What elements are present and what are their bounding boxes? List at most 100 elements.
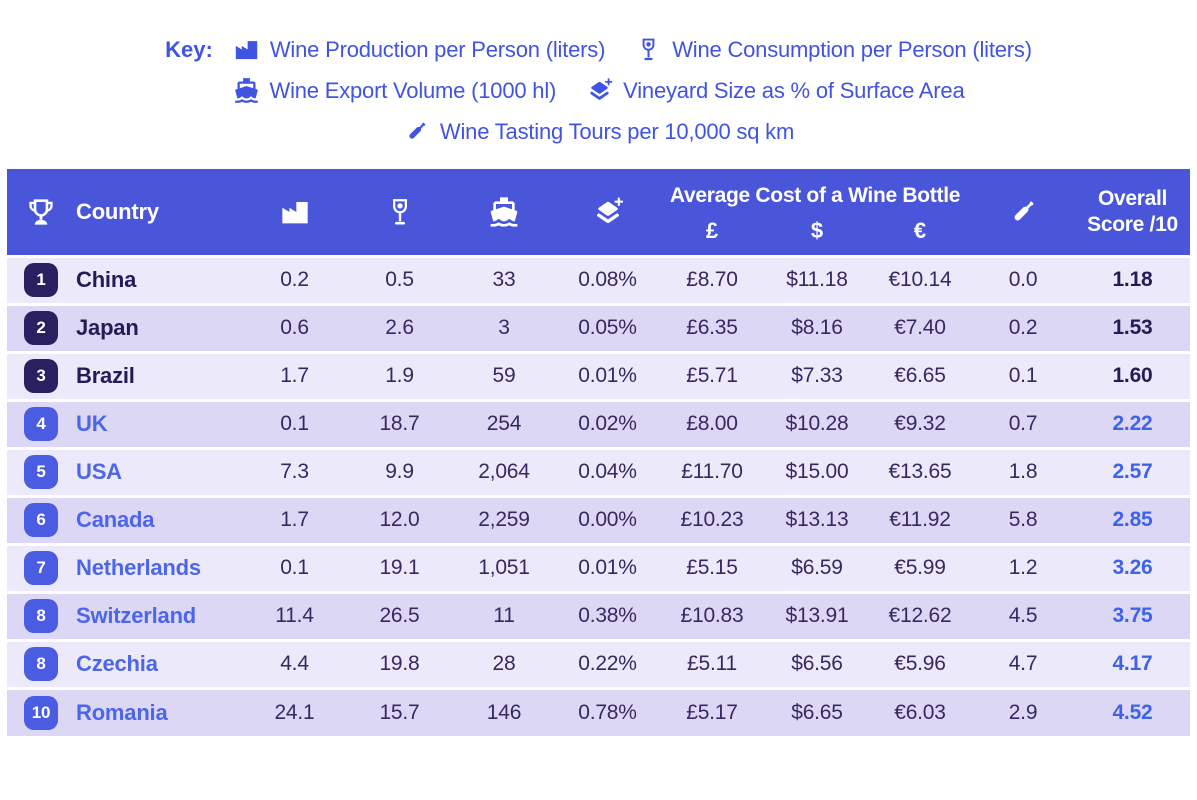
price-gbp: £5.15 [686,556,738,579]
price-usd: $6.59 [791,556,843,579]
price-usd: $11.18 [786,268,848,291]
overall-score: 4.52 [1112,700,1153,724]
rank-badge: 2 [24,311,58,345]
rank-cell: 2 [7,304,75,352]
export-value: 28 [492,652,516,675]
rank-badge: 8 [24,599,58,633]
rank-cell: 6 [7,496,75,544]
wine-glass-icon [635,36,662,63]
tours-column-header [971,169,1075,256]
export-value: 11 [493,604,515,627]
price-eur: €12.62 [888,604,952,627]
key-item-vineyard: Vineyard Size as % of Surface Area [586,77,965,104]
vineyard-value: 0.00% [578,508,637,531]
key-item-text: Wine Consumption per Person (liters) [672,36,1032,62]
country-name: Japan [76,315,139,340]
overall-score: 1.60 [1112,364,1153,387]
tours-value: 1.2 [1008,556,1038,579]
rank-badge: 3 [24,359,58,393]
price-gbp: £10.83 [680,604,744,627]
price-eur: €11.92 [889,508,951,531]
key-label: Key: [165,36,213,62]
production-value: 1.7 [280,508,309,531]
consumption-value: 19.1 [379,556,420,579]
key-item-consumption: Wine Consumption per Person (liters) [635,36,1032,63]
country-name: Switzerland [76,603,197,628]
legend-line-3: Wine Tasting Tours per 10,000 sq km [403,118,794,145]
country-name: China [76,267,137,292]
consumption-value: 1.9 [385,364,414,387]
production-value: 1.7 [280,364,309,387]
production-value: 7.3 [280,460,309,483]
consumption-value: 9.9 [385,460,414,483]
price-eur: €5.99 [894,556,946,579]
price-gbp: £6.35 [686,316,738,339]
consumption-value: 2.6 [385,316,414,339]
tours-value: 0.2 [1008,316,1038,339]
price-gbp: £5.71 [686,364,738,387]
tours-value: 2.9 [1008,700,1038,724]
country-name: Czechia [76,651,158,676]
legend: Key: Wine Production per Person (liters)… [0,0,1197,145]
table-row: 5 USA 7.3 9.9 2,064 0.04% £11.70 $15.00 €13.65 1.… [7,448,1190,496]
price-gbp: £8.00 [686,412,738,435]
rank-badge: 6 [24,503,58,537]
price-usd: $13.91 [785,604,849,627]
tours-value: 1.8 [1008,460,1038,483]
vineyard-value: 0.78% [578,700,637,724]
key-item-export: Wine Export Volume (1000 hl) [233,77,557,104]
rank-badge: 8 [24,647,58,681]
vineyard-value: 0.02% [578,412,637,435]
overall-score: 2.22 [1112,412,1153,435]
key-item-text: Wine Export Volume (1000 hl) [269,77,557,103]
table-row: 1 China 0.2 0.5 33 0.08% £8.70 $11.18 €10.14 0.0 1… [7,256,1190,304]
table-header: Country Average Cost of a Wine Bottle O [7,169,1190,256]
layers-plus-icon [586,77,613,104]
factory-icon [233,36,260,63]
price-gbp: £5.11 [687,652,737,675]
rank-cell: 8 [7,592,75,640]
price-eur: €9.32 [894,412,946,435]
country-name: Brazil [76,363,135,388]
consumption-value: 0.5 [385,268,414,291]
vineyard-value: 0.08% [578,268,637,291]
price-eur: €6.03 [894,700,946,724]
price-eur: €7.40 [894,316,946,339]
rank-cell: 8 [7,640,75,688]
tours-value: 0.0 [1008,268,1038,291]
country-name: Canada [76,507,155,532]
price-eur: €6.65 [894,364,946,387]
vineyard-value: 0.01% [578,556,637,579]
tours-value: 4.5 [1008,604,1038,627]
export-value: 3 [498,316,510,339]
price-usd: $6.56 [791,652,843,675]
country-name: UK [76,411,108,436]
factory-icon [279,196,311,228]
avg-cost-header: Average Cost of a Wine Bottle [659,169,971,216]
export-value: 146 [486,700,522,724]
rank-cell: 10 [7,688,75,736]
country-column-header: Country [75,169,242,256]
export-value: 2,259 [478,508,530,531]
price-eur: €13.65 [888,460,952,483]
overall-score: 2.85 [1112,508,1153,531]
rank-cell: 7 [7,544,75,592]
table-row: 4 UK 0.1 18.7 254 0.02% £8.00 $10.28 €9.32 0.7 2.2… [7,400,1190,448]
currency-gbp-header: £ [659,216,765,256]
vineyard-value: 0.22% [578,652,637,675]
rank-badge: 10 [24,695,58,730]
price-gbp: £11.70 [681,460,743,483]
production-column-header [242,169,347,256]
currency-usd-header: $ [765,216,869,256]
legend-line-2: Wine Export Volume (1000 hl) Vineyard Si… [233,77,965,104]
price-usd: $10.28 [785,412,849,435]
consumption-value: 19.8 [379,652,420,675]
rank-badge: 4 [24,407,58,441]
wine-bottle-icon [1007,196,1039,228]
overall-score: 2.57 [1112,460,1153,483]
export-value: 2,064 [478,460,530,483]
ranking-table: Country Average Cost of a Wine Bottle O [7,169,1190,736]
tours-value: 0.7 [1008,412,1038,435]
country-name: USA [76,459,122,484]
